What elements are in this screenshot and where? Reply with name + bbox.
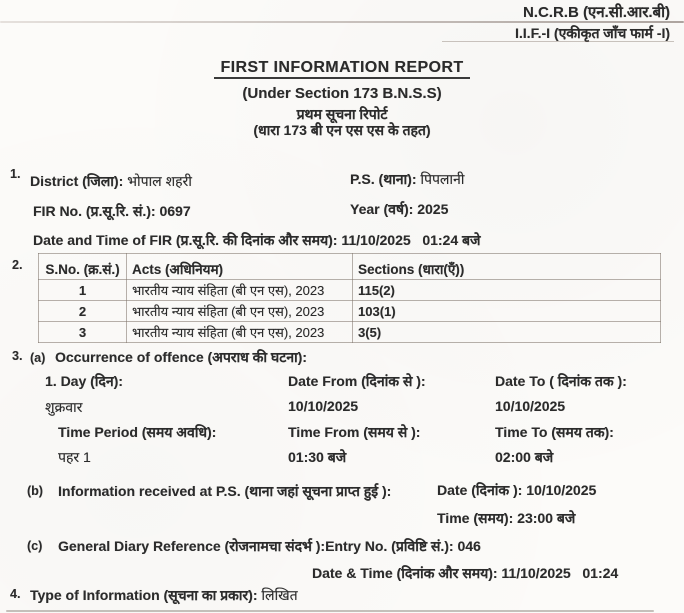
time-from-value: 01:30 बजे [288, 449, 347, 465]
gd-datetime-value: 11/10/2025 01:24 [501, 565, 619, 581]
iif-header: I.I.F.-I (एकीकृत जाँच फार्म -I) [515, 25, 670, 41]
section-3-number: 3. [12, 349, 23, 363]
info-date-label: Date (दिनांक ): [437, 482, 523, 498]
acts-sections-table: S.No. (क्र.सं.) Acts (अधिनियम) Sections … [38, 253, 661, 343]
ncrb-header: N.C.R.B (एन.सी.आर.बी) [522, 4, 670, 21]
section-3c-number: (c) [27, 539, 43, 553]
fir-datetime-value: 11/10/2025 01:24 बजे [341, 232, 481, 248]
table-row: 1 भारतीय न्याय संहिता (बी एन एस), 2023 1… [38, 279, 661, 301]
info-date-value: 10/10/2025 [526, 482, 597, 498]
info-received-time-field: Time (समय): 23:00 बजे [437, 509, 575, 528]
fir-datetime-label: Date and Time of FIR (प्र.सू.रि. की दिना… [33, 232, 338, 248]
act-cell: भारतीय न्याय संहिता (बी एन एस), 2023 [126, 300, 353, 322]
sno-cell: 1 [38, 279, 127, 301]
time-to-label: Time To (समय तक): [495, 424, 614, 440]
section-4-number: 4. [10, 587, 21, 601]
info-time-value: 23:00 बजे [517, 510, 576, 526]
header-sno: S.No. (क्र.सं.) [38, 253, 127, 280]
type-of-information-field: Type of Information (सूचना का प्रकार): ल… [30, 586, 298, 605]
type-of-information-value: लिखित [261, 587, 298, 603]
time-from-label: Time From (समय से ): [288, 424, 421, 440]
gd-datetime-label: Date & Time (दिनांक और समय): [312, 565, 498, 581]
time-period-label: Time Period (समय अवधि): [58, 424, 217, 440]
table-row: 2 भारतीय न्याय संहिता (बी एन एस), 2023 1… [38, 300, 661, 322]
district-value: भोपाल शहरी [127, 173, 192, 189]
header-sections: Sections (धारा(एँ)) [352, 253, 661, 280]
date-to-value: 10/10/2025 [495, 398, 566, 414]
table-row: 3 भारतीय न्याय संहिता (बी एन एस), 2023 3… [38, 321, 661, 343]
date-from-label: Date From (दिनांक से ): [288, 373, 426, 389]
info-time-label: Time (समय): [437, 510, 514, 526]
fir-no-label: FIR No. (प्र.सू.रि. सं.): [33, 203, 156, 219]
section-cell: 115(2) [352, 279, 661, 301]
ps-field: P.S. (थाना): पिपलानी [350, 170, 464, 189]
day-value: शुक्रवार [45, 399, 83, 415]
document-title: FIRST INFORMATION REPORT [0, 59, 684, 79]
gd-entry-value: 046 [457, 538, 481, 554]
fir-no-field: FIR No. (प्र.सू.रि. सं.): 0697 [33, 202, 191, 221]
document-title-text: FIRST INFORMATION REPORT [214, 59, 470, 79]
act-cell: भारतीय न्याय संहिता (बी एन एस), 2023 [126, 321, 353, 343]
fir-no-value: 0697 [159, 203, 191, 219]
header-acts: Acts (अधिनियम) [126, 253, 353, 280]
year-value: 2025 [417, 201, 449, 217]
table-header-row: S.No. (क्र.सं.) Acts (अधिनियम) Sections … [38, 253, 661, 280]
title-under-section: (Under Section 173 B.N.S.S) [242, 85, 442, 102]
title-hindi-sub: (धारा 173 बी एन एस एस के तहत) [253, 122, 431, 138]
district-label: District (जिला): [30, 173, 124, 189]
section-cell: 3(5) [352, 321, 661, 343]
ps-label: P.S. (थाना): [350, 171, 417, 187]
title-hindi: प्रथम सूचना रिपोर्ट [296, 106, 388, 122]
section-2-number: 2. [12, 258, 23, 272]
sno-cell: 3 [38, 321, 127, 343]
iif-underline [442, 41, 674, 42]
fir-datetime-field: Date and Time of FIR (प्र.सू.रि. की दिना… [33, 231, 480, 250]
gd-reference-label: General Diary Reference (रोजनामचा संदर्भ… [58, 538, 326, 554]
section-1-number: 1. [10, 167, 21, 181]
gd-reference-field: General Diary Reference (रोजनामचा संदर्भ… [58, 537, 481, 556]
ps-value: पिपलानी [420, 171, 465, 187]
time-to-value: 02:00 बजे [495, 449, 554, 465]
gd-entry-label: Entry No. (प्रविष्टि सं.): [325, 538, 454, 554]
info-received-date-field: Date (दिनांक ): 10/10/2025 [437, 481, 596, 500]
year-label: Year (वर्ष): [350, 201, 414, 217]
district-field: District (जिला): भोपाल शहरी [30, 172, 192, 191]
section-cell: 103(1) [352, 300, 661, 322]
date-to-label: Date To ( दिनांक तक ): [495, 373, 627, 389]
section-3a-number: (a) [30, 351, 46, 365]
info-received-title: Information received at P.S. (थाना जहां … [58, 483, 392, 499]
year-field: Year (वर्ष): 2025 [350, 200, 448, 219]
act-cell: भारतीय न्याय संहिता (बी एन एस), 2023 [126, 279, 353, 301]
sno-cell: 2 [38, 300, 127, 322]
bottom-rule-line [6, 610, 654, 612]
date-from-value: 10/10/2025 [288, 398, 359, 414]
header-rule-line [0, 21, 684, 23]
time-period-value: पहर 1 [58, 449, 91, 465]
gd-datetime-field: Date & Time (दिनांक और समय): 11/10/2025 … [312, 564, 618, 583]
day-label: 1. Day (दिन): [45, 373, 123, 389]
section-3b-number: (b) [27, 484, 43, 498]
occurrence-title: Occurrence of offence (अपराध की घटना): [55, 349, 307, 365]
type-of-information-label: Type of Information (सूचना का प्रकार): [30, 587, 258, 603]
